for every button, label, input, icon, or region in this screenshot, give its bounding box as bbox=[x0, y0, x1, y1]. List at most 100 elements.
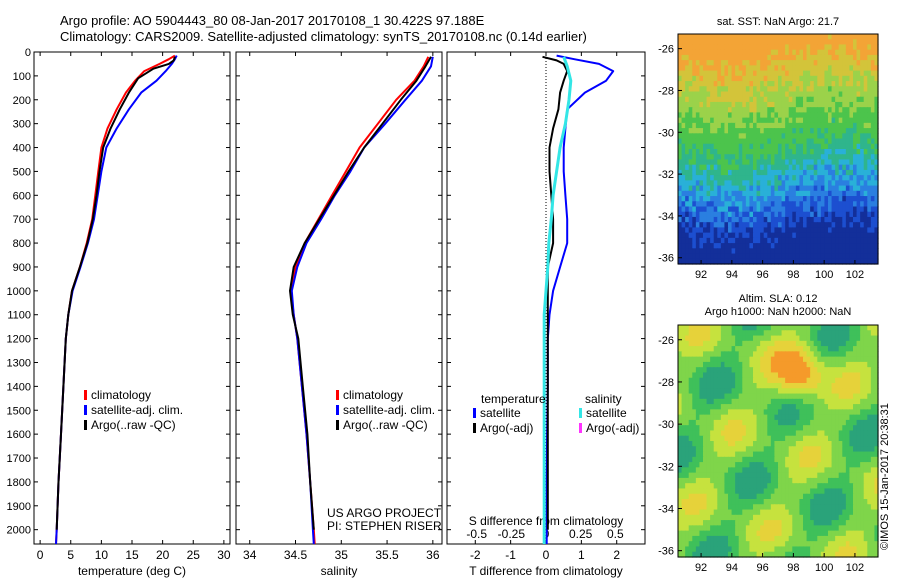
map-cell bbox=[724, 138, 729, 145]
map-cell bbox=[838, 346, 843, 352]
map-cell bbox=[795, 34, 801, 40]
map-cell bbox=[860, 425, 865, 432]
map-cell bbox=[692, 101, 697, 108]
map-cell bbox=[763, 351, 768, 358]
map-cell bbox=[745, 101, 751, 108]
map-cell bbox=[845, 216, 851, 223]
map-cell bbox=[774, 435, 779, 442]
map-cell bbox=[756, 253, 761, 260]
map-cell bbox=[795, 441, 801, 447]
map-cell bbox=[724, 435, 729, 442]
map-cell bbox=[828, 472, 833, 479]
map-cell bbox=[860, 44, 865, 51]
map-cell bbox=[756, 49, 761, 56]
map-cell bbox=[803, 530, 808, 537]
map-cell bbox=[760, 101, 765, 108]
map-cell bbox=[845, 509, 851, 516]
map-cell bbox=[678, 404, 683, 410]
map-cell bbox=[724, 335, 729, 342]
map-cell bbox=[810, 232, 815, 239]
map-cell bbox=[828, 175, 833, 181]
map-cell bbox=[770, 164, 776, 171]
map-cell bbox=[845, 372, 851, 379]
map-cell bbox=[742, 419, 747, 426]
map-cell bbox=[735, 206, 740, 213]
map-cell bbox=[681, 54, 686, 61]
map-cell bbox=[767, 34, 772, 40]
map-cell bbox=[695, 430, 701, 437]
map-cell bbox=[838, 367, 843, 374]
map-cell bbox=[824, 356, 829, 363]
map-cell bbox=[870, 472, 876, 479]
map-cell bbox=[863, 164, 868, 171]
map-cell bbox=[795, 96, 801, 103]
map-cell bbox=[756, 514, 761, 521]
map-cell bbox=[860, 514, 865, 521]
map-cell bbox=[724, 60, 729, 66]
map-cell bbox=[720, 39, 726, 46]
map-cell bbox=[792, 96, 797, 103]
map-cell bbox=[706, 414, 711, 421]
map-cell bbox=[731, 243, 736, 249]
map-cell bbox=[874, 361, 879, 368]
map-cell bbox=[728, 514, 733, 521]
map-cell bbox=[831, 346, 836, 352]
map-cell bbox=[720, 149, 726, 155]
map-cell bbox=[738, 143, 743, 150]
map-cell bbox=[770, 128, 776, 134]
map-cell bbox=[735, 477, 740, 484]
map-cell bbox=[795, 222, 801, 229]
map-cell bbox=[828, 222, 833, 229]
map-cell bbox=[838, 520, 843, 526]
map-cell bbox=[703, 456, 708, 463]
map-cell bbox=[749, 190, 754, 197]
map-cell bbox=[792, 493, 797, 500]
map-cell bbox=[845, 237, 851, 244]
map-cell bbox=[803, 430, 808, 437]
map-cell bbox=[760, 44, 765, 51]
map-cell bbox=[760, 232, 765, 239]
map-cell bbox=[767, 54, 772, 61]
map-cell bbox=[856, 414, 861, 421]
map-cell bbox=[731, 409, 736, 416]
map-cell bbox=[860, 346, 865, 352]
map-cell bbox=[720, 237, 726, 244]
map-cell bbox=[735, 159, 740, 166]
map-cell bbox=[792, 143, 797, 150]
map-cell bbox=[867, 138, 872, 145]
map-cell bbox=[874, 520, 879, 526]
map-cell bbox=[810, 107, 815, 114]
map-cell bbox=[856, 180, 861, 187]
map-cell bbox=[770, 180, 776, 187]
map-cell bbox=[813, 462, 818, 468]
map-cell bbox=[753, 335, 758, 342]
map-cell bbox=[778, 258, 783, 265]
map-cell bbox=[774, 49, 779, 56]
map-cell bbox=[767, 335, 772, 342]
map-cell bbox=[735, 483, 740, 490]
map-cell bbox=[681, 237, 686, 244]
map-cell bbox=[688, 335, 693, 342]
map-cell bbox=[753, 44, 758, 51]
map-cell bbox=[685, 81, 690, 87]
map-cell bbox=[763, 388, 768, 395]
map-cell bbox=[703, 356, 708, 363]
map-cell bbox=[824, 243, 829, 249]
map-cell bbox=[810, 60, 815, 66]
map-cell bbox=[806, 169, 811, 176]
map-cell bbox=[828, 86, 833, 93]
map-cell bbox=[713, 60, 718, 66]
map-cell bbox=[853, 54, 858, 61]
map-cell bbox=[795, 201, 801, 208]
map-cell bbox=[760, 488, 765, 495]
map-cell bbox=[717, 91, 722, 98]
map-cell bbox=[810, 222, 815, 229]
map-cell bbox=[853, 414, 858, 421]
map-cell bbox=[799, 159, 804, 166]
map-cell bbox=[824, 509, 829, 516]
map-cell bbox=[738, 499, 743, 505]
map-cell bbox=[810, 86, 815, 93]
map-cell bbox=[803, 441, 808, 447]
map-cell bbox=[845, 467, 851, 474]
map-cell bbox=[856, 211, 861, 218]
